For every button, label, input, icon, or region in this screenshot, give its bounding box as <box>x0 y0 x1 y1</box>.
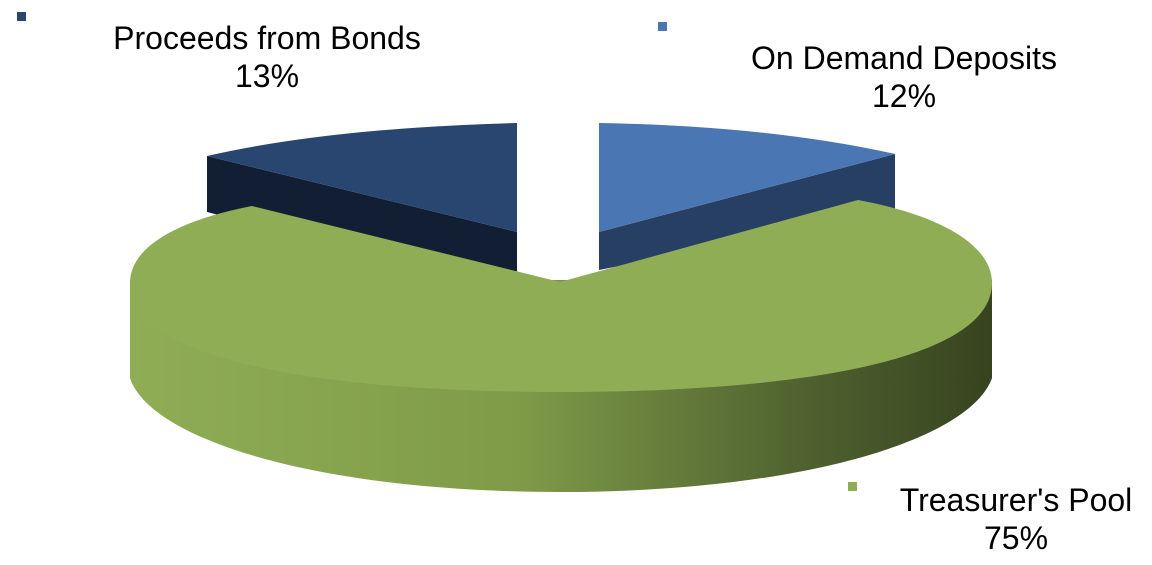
legend-marker-proceeds-from-bonds <box>17 12 26 21</box>
slice-percent-proceeds-from-bonds: 13% <box>235 58 299 94</box>
slice-side-on-demand-deposits <box>599 154 895 270</box>
slice-label-on-demand-deposits: On Demand Deposits <box>751 40 1057 76</box>
slice-top-on-demand-deposits <box>599 123 895 232</box>
legend-marker-on-demand-deposits <box>658 22 667 31</box>
slice-label-proceeds-from-bonds: Proceeds from Bonds <box>113 20 421 56</box>
legend-marker-treasurers-pool <box>848 482 857 491</box>
slice-label-treasurers-pool: Treasurer's Pool <box>900 482 1133 518</box>
slice-percent-treasurers-pool: 75% <box>984 520 1048 556</box>
slice-top-treasurers-pool <box>130 200 992 392</box>
pie-slice-on-demand-deposits <box>599 123 895 270</box>
slice-percent-on-demand-deposits: 12% <box>872 78 936 114</box>
slice-top-proceeds-from-bonds <box>207 123 517 232</box>
pie-slice-treasurers-pool <box>130 200 992 492</box>
